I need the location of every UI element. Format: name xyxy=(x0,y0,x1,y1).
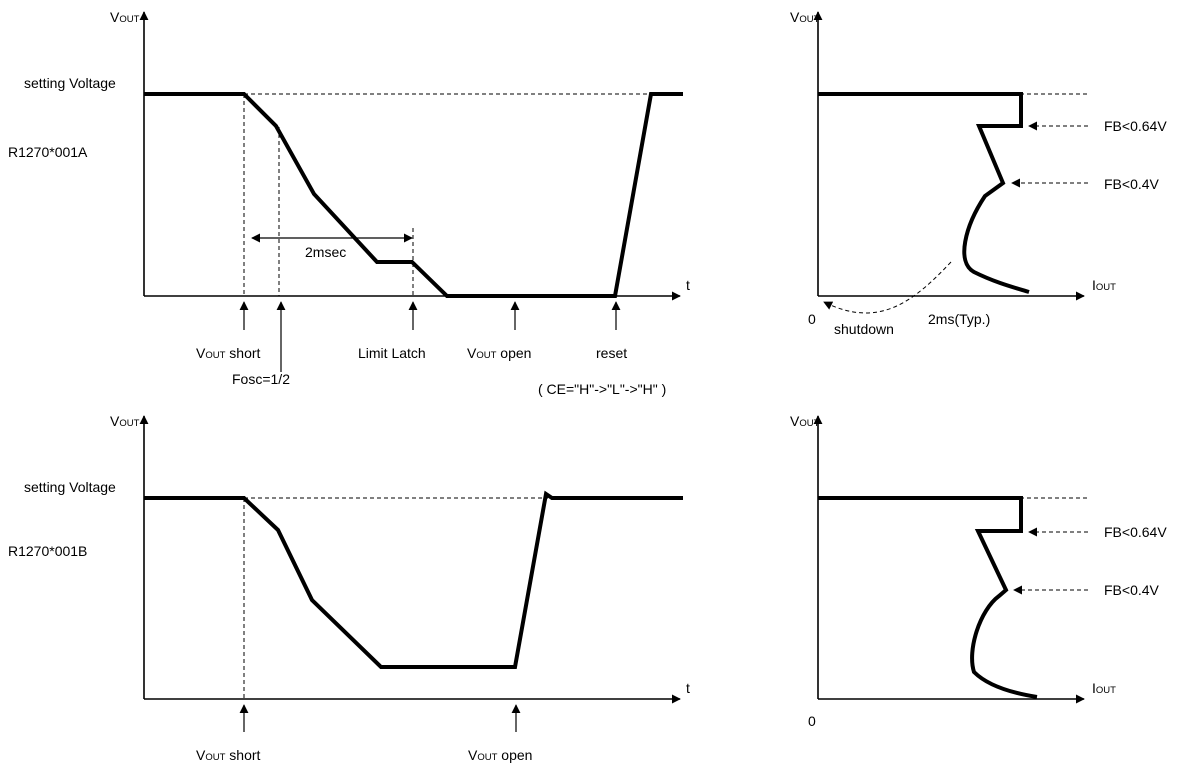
top-part-number: R1270*001A xyxy=(8,144,88,160)
top-right-panel: VOUT IOUT 0 FB<0.64V FB<0.4V shutdown 2m… xyxy=(790,9,1167,337)
top-vout-waveform xyxy=(144,92,683,298)
bottom-left-t-label: t xyxy=(686,680,690,696)
top-right-origin-label: 0 xyxy=(808,311,816,327)
top-limit-latch-label: Limit Latch xyxy=(358,345,426,361)
bottom-part-number: R1270*001B xyxy=(8,543,87,559)
bottom-right-panel: VOUT IOUT 0 FB<0.64V FB<0.4V xyxy=(790,413,1167,729)
bottom-vout-open-label: VOUT open xyxy=(468,747,532,763)
bottom-right-origin-label: 0 xyxy=(808,713,816,729)
bottom-fb064-label: FB<0.64V xyxy=(1104,524,1167,540)
bottom-left-y-label: VOUT xyxy=(110,413,140,429)
top-vout-short-label: VOUT short xyxy=(196,345,261,361)
top-2msec-label: 2msec xyxy=(305,244,346,260)
bottom-vout-waveform xyxy=(144,490,683,669)
bottom-fb04-label: FB<0.4V xyxy=(1104,582,1160,598)
bottom-vi-curve xyxy=(818,496,1038,699)
top-left-panel: VOUT t setting Voltage R1270*001A 2msec … xyxy=(8,9,690,397)
bottom-left-panel: VOUT t setting Voltage R1270*001B VOUT s… xyxy=(8,413,690,763)
top-reset-label: reset xyxy=(596,345,627,361)
top-vi-curve xyxy=(818,92,1030,294)
top-vout-open-label: VOUT open xyxy=(467,345,531,361)
bottom-right-y-label: VOUT xyxy=(790,413,820,429)
top-fb064-label: FB<0.64V xyxy=(1104,118,1167,134)
top-right-y-label: VOUT xyxy=(790,9,820,25)
top-setting-voltage-label: setting Voltage xyxy=(24,75,116,91)
top-left-y-label: VOUT xyxy=(110,9,140,25)
top-typ-label: 2ms(Typ.) xyxy=(928,311,990,327)
top-ce-sequence-label: ( CE="H"->"L"->"H" ) xyxy=(538,381,666,397)
top-fosc-label: Fosc=1/2 xyxy=(232,371,290,387)
top-shutdown-label: shutdown xyxy=(834,321,894,337)
top-right-x-label: IOUT xyxy=(1092,277,1116,293)
bottom-right-x-label: IOUT xyxy=(1092,680,1116,696)
top-left-t-label: t xyxy=(686,277,690,293)
top-fb04-label: FB<0.4V xyxy=(1104,176,1160,192)
top-shutdown-curve xyxy=(823,261,952,314)
bottom-vout-short-label: VOUT short xyxy=(196,747,261,763)
bottom-setting-voltage-label: setting Voltage xyxy=(24,479,116,495)
